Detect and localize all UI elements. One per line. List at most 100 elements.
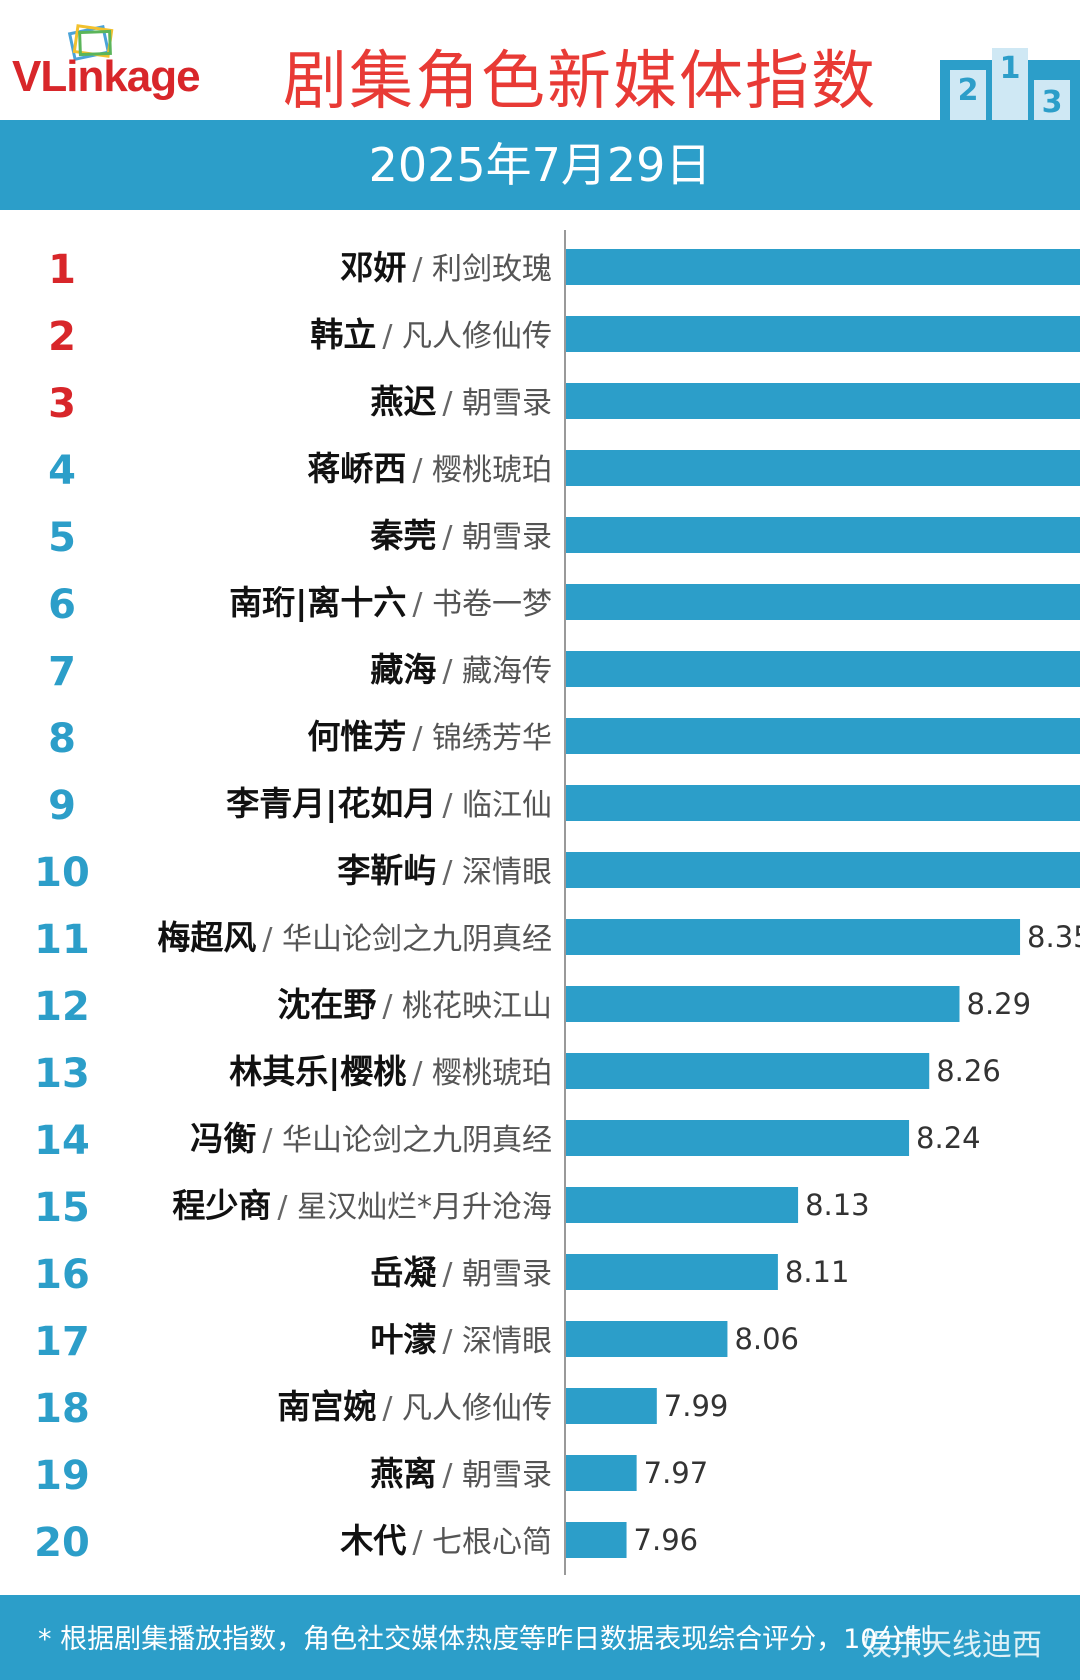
rank-number: 18 (34, 1386, 90, 1432)
drama-name: 朝雪录 (462, 1257, 552, 1292)
drama-name: 华山论剑之九阴真经 (282, 922, 552, 957)
bar (566, 919, 1021, 955)
label-separator: / (382, 319, 402, 354)
character-name: 藏海 (370, 650, 436, 689)
drama-name: 藏海传 (462, 654, 552, 689)
drama-name: 樱桃琥珀 (432, 1056, 552, 1091)
svg-text:3: 3 (1042, 85, 1063, 120)
category-label: 李青月|花如月 / 临江仙 (226, 784, 552, 823)
bar (566, 1321, 728, 1357)
character-name: 邓妍 (340, 248, 406, 287)
label-separator: / (382, 1391, 402, 1426)
drama-name: 朝雪录 (462, 386, 552, 421)
bar (566, 1522, 627, 1558)
rank-number: 1 (48, 247, 76, 293)
bar (566, 1187, 799, 1223)
label-separator: / (442, 520, 462, 555)
character-name: 叶濛 (370, 1320, 436, 1359)
drama-name: 锦绣芳华 (432, 721, 552, 756)
logo-text: VLinkage (12, 52, 201, 101)
rank-number: 14 (34, 1118, 90, 1164)
date-label: 2025年7月29日 (368, 138, 712, 192)
rank-number: 17 (34, 1319, 90, 1365)
rank-number: 10 (34, 850, 90, 896)
drama-name: 利剑玫瑰 (432, 252, 552, 287)
category-label: 南宫婉 / 凡人修仙传 (277, 1387, 552, 1426)
rank-number: 3 (48, 381, 76, 427)
character-name: 梅超风 (157, 918, 256, 957)
category-label: 藏海 / 藏海传 (370, 650, 552, 689)
bar (566, 986, 960, 1022)
label-separator: / (412, 252, 432, 287)
label-separator: / (442, 654, 462, 689)
bar (566, 517, 1080, 553)
character-name: 李靳屿 (337, 851, 436, 890)
category-label: 叶濛 / 深情眼 (370, 1320, 552, 1359)
value-label: 8.29 (967, 987, 1032, 1021)
character-name: 何惟芳 (307, 717, 406, 756)
category-label: 木代 / 七根心简 (339, 1521, 552, 1560)
rank-number: 6 (48, 582, 76, 628)
label-separator: / (412, 1056, 432, 1091)
category-label: 燕迟 / 朝雪录 (370, 382, 552, 421)
bar (566, 316, 1080, 352)
bar (566, 1053, 930, 1089)
label-separator: / (277, 1190, 297, 1225)
value-label: 8.13 (805, 1188, 870, 1222)
character-name: 燕离 (370, 1454, 436, 1493)
character-name: 南宫婉 (277, 1387, 376, 1426)
drama-name: 七根心简 (432, 1525, 552, 1560)
footer-note: * 根据剧集播放指数，角色社交媒体热度等昨日数据表现综合评分，10分制 (38, 1624, 932, 1655)
drama-name: 华山论剑之九阴真经 (282, 1123, 552, 1158)
character-name: 南珩|离十六 (229, 583, 406, 622)
character-name: 蒋峤西 (307, 449, 406, 488)
bar (566, 651, 1080, 687)
character-name: 冯衡 (190, 1119, 256, 1158)
label-separator: / (442, 788, 462, 823)
label-separator: / (382, 989, 402, 1024)
bar (566, 785, 1080, 821)
label-separator: / (442, 1458, 462, 1493)
drama-name: 樱桃琥珀 (432, 453, 552, 488)
bar (566, 718, 1080, 754)
rank-number: 9 (48, 783, 76, 829)
label-separator: / (412, 1525, 432, 1560)
character-name: 燕迟 (370, 382, 436, 421)
value-label: 8.11 (785, 1255, 850, 1289)
drama-name: 朝雪录 (462, 1458, 552, 1493)
page-title: 剧集角色新媒体指数 (283, 45, 877, 119)
svg-text:1: 1 (1000, 51, 1021, 86)
label-separator: / (412, 587, 432, 622)
rank-number: 19 (34, 1453, 90, 1499)
category-label: 李靳屿 / 深情眼 (337, 851, 552, 890)
bar (566, 383, 1080, 419)
vlinkage-logo: VLinkage (12, 22, 242, 112)
logo-frames-icon (67, 24, 114, 62)
bar (566, 1455, 637, 1491)
drama-name: 桃花映江山 (402, 989, 552, 1024)
label-separator: / (262, 1123, 282, 1158)
drama-name: 深情眼 (462, 855, 552, 890)
label-separator: / (412, 721, 432, 756)
category-label: 岳凝 / 朝雪录 (370, 1253, 552, 1292)
watermark: 娱乐天线迪西 (862, 1628, 1042, 1663)
value-label: 7.97 (644, 1456, 709, 1490)
label-separator: / (442, 386, 462, 421)
footer: * 根据剧集播放指数，角色社交媒体热度等昨日数据表现综合评分，10分制 (0, 1595, 1080, 1680)
rank-number: 7 (48, 649, 76, 695)
rank-number: 15 (34, 1185, 90, 1231)
rank-number: 20 (34, 1520, 90, 1566)
category-label: 冯衡 / 华山论剑之九阴真经 (190, 1119, 552, 1158)
drama-name: 星汉灿烂*月升沧海 (297, 1190, 552, 1225)
label-separator: / (442, 1324, 462, 1359)
category-label: 沈在野 / 桃花映江山 (277, 985, 552, 1024)
bar (566, 584, 1080, 620)
rank-number: 13 (34, 1051, 90, 1097)
value-label: 8.06 (734, 1322, 799, 1356)
bar (566, 450, 1080, 486)
category-label: 梅超风 / 华山论剑之九阴真经 (157, 918, 552, 957)
category-label: 南珩|离十六 / 书卷一梦 (229, 583, 552, 622)
value-label: 8.24 (916, 1121, 981, 1155)
character-name: 林其乐|樱桃 (229, 1052, 406, 1091)
drama-name: 临江仙 (462, 788, 552, 823)
